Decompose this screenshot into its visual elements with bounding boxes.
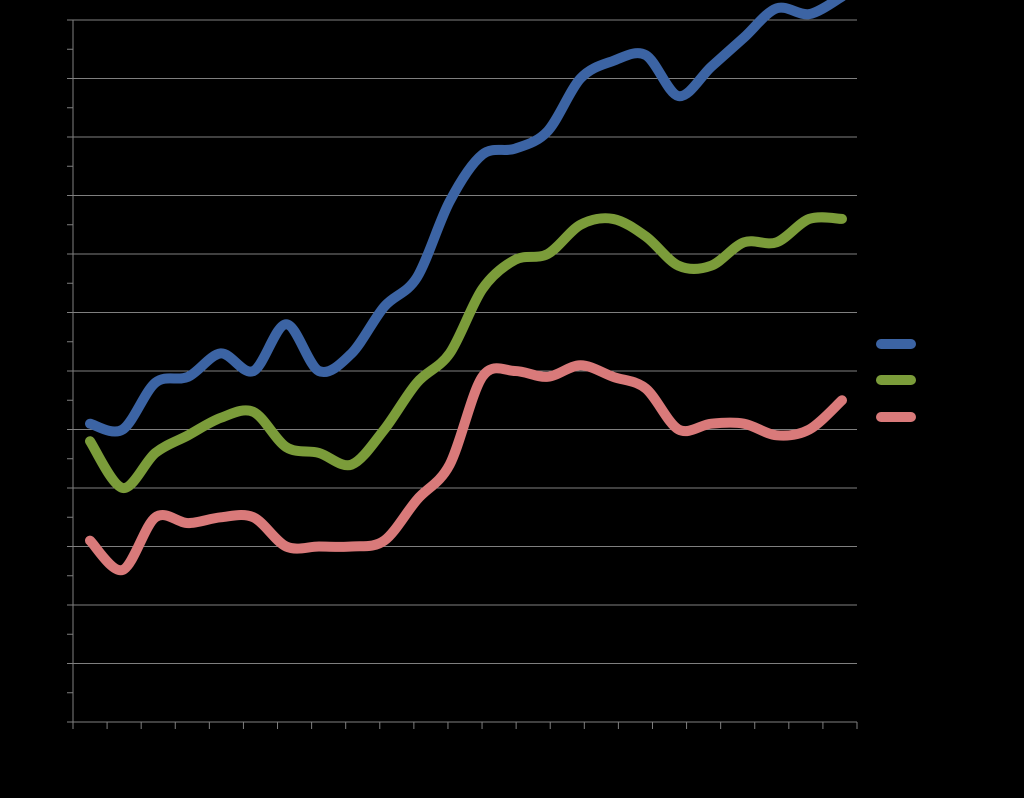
series-line-2 [85, 212, 847, 493]
series-line-1 [85, 0, 846, 437]
series-line-3 [85, 360, 847, 575]
axes [67, 19, 858, 729]
gridlines [73, 19, 857, 664]
legend [876, 339, 916, 422]
series-lines [85, 0, 847, 575]
